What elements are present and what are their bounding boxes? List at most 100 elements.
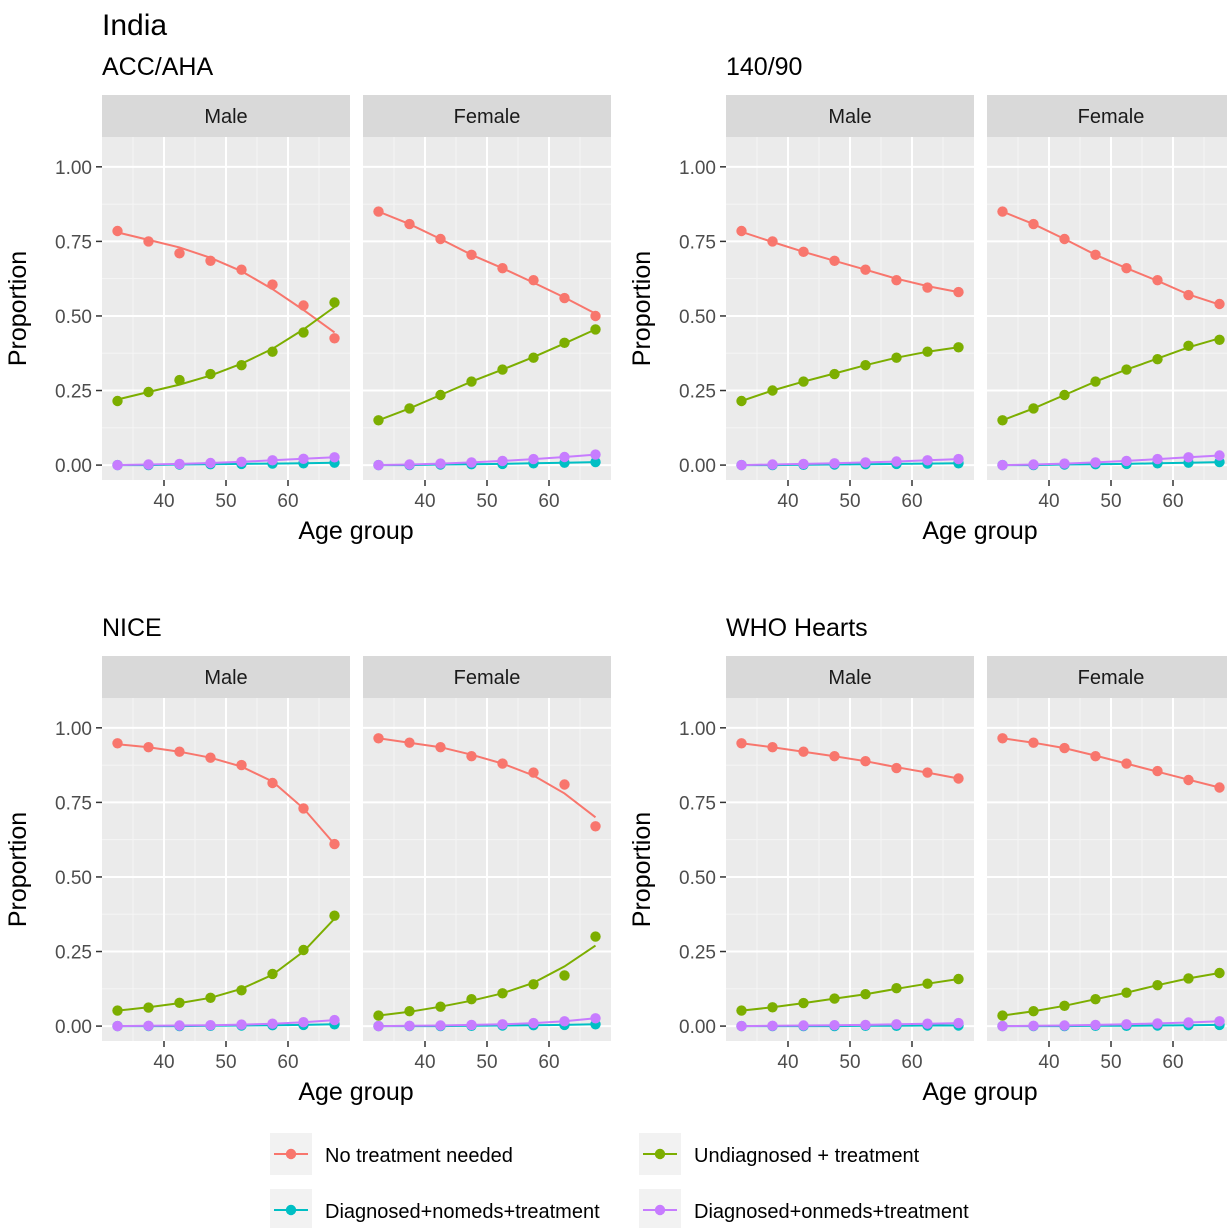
y-axis-label: Proportion xyxy=(4,251,32,366)
data-point xyxy=(590,821,601,832)
y-tick-label: 0.25 xyxy=(55,382,92,403)
data-point xyxy=(891,456,902,467)
x-tick-label: 60 xyxy=(1162,1052,1183,1073)
data-point xyxy=(466,249,477,260)
series-line xyxy=(378,737,597,819)
y-tick-label: 0.25 xyxy=(679,943,716,964)
data-point xyxy=(767,1002,778,1013)
data-point xyxy=(143,742,154,753)
facet-strip xyxy=(987,656,1227,698)
x-tick-label: 40 xyxy=(414,1052,435,1073)
data-point xyxy=(1090,376,1101,387)
facet-strip xyxy=(726,95,974,137)
data-point xyxy=(205,255,216,266)
y-axis-label: Proportion xyxy=(628,812,656,927)
legend-item: Diagnosed+onmeds+treatment xyxy=(639,1189,969,1228)
data-point xyxy=(798,997,809,1009)
y-tick-label: 0.25 xyxy=(679,382,716,403)
data-point xyxy=(736,459,747,471)
data-point xyxy=(767,236,778,247)
data-point xyxy=(1214,450,1225,461)
data-point xyxy=(1028,1006,1039,1017)
y-axis-label: Proportion xyxy=(628,251,656,366)
data-point xyxy=(1028,1020,1039,1031)
series-diagnosed-onmeds-treatment xyxy=(736,1017,964,1032)
legend-key-point xyxy=(654,1204,666,1216)
facet-strip xyxy=(102,656,350,698)
data-point xyxy=(528,352,539,363)
data-point xyxy=(997,1020,1008,1032)
data-point xyxy=(953,453,964,465)
series-line xyxy=(741,978,959,1012)
x-tick-label: 40 xyxy=(777,491,798,512)
series-no-treatment-needed xyxy=(997,206,1225,310)
data-point xyxy=(1183,289,1194,301)
data-point xyxy=(329,838,340,850)
x-tick-label: 50 xyxy=(476,491,497,512)
data-point xyxy=(112,459,123,471)
data-point xyxy=(559,779,570,790)
data-point xyxy=(860,457,871,468)
data-point xyxy=(736,225,747,237)
data-point xyxy=(1214,334,1225,345)
data-point xyxy=(497,758,508,769)
data-point xyxy=(891,983,902,994)
legend-key-point xyxy=(654,1148,666,1160)
x-tick-label: 50 xyxy=(215,491,236,512)
data-point xyxy=(798,458,809,470)
x-tick-label: 60 xyxy=(538,1052,559,1073)
data-point xyxy=(112,225,123,237)
data-point xyxy=(590,310,601,322)
data-point xyxy=(497,1019,508,1030)
data-point xyxy=(404,459,415,470)
data-point xyxy=(1121,263,1132,274)
data-point xyxy=(143,459,154,470)
chart-panels: ACC/AHA Proportion Age group Male 0.00 0.25 0.… xyxy=(4,53,1227,1106)
data-point xyxy=(798,246,809,257)
data-point xyxy=(1028,218,1039,230)
x-axis-label: Age group xyxy=(922,1078,1037,1106)
data-point xyxy=(1152,275,1163,286)
data-point xyxy=(329,910,340,921)
data-point xyxy=(1183,452,1194,463)
data-point xyxy=(373,459,384,471)
x-tick-label: 60 xyxy=(538,491,559,512)
data-point xyxy=(174,1020,185,1031)
data-point xyxy=(1214,298,1225,310)
series-diagnosed-onmeds-treatment xyxy=(736,453,964,471)
data-point xyxy=(298,1017,309,1028)
x-tick-label: 40 xyxy=(153,491,174,512)
data-point xyxy=(590,324,601,335)
data-point xyxy=(1028,403,1039,414)
y-tick-label: 0.50 xyxy=(55,307,92,328)
legend-label: Undiagnosed + treatment xyxy=(694,1145,920,1167)
data-point xyxy=(829,368,840,380)
data-point xyxy=(373,1020,384,1032)
data-point xyxy=(143,236,154,247)
data-point xyxy=(205,457,216,469)
data-point xyxy=(267,346,278,357)
data-point xyxy=(953,286,964,298)
y-tick-label: 1.00 xyxy=(679,719,716,740)
data-point xyxy=(298,327,309,338)
data-point xyxy=(860,360,871,371)
data-point xyxy=(143,1020,154,1031)
x-tick-label: 50 xyxy=(476,1052,497,1073)
legend: No treatment needed Undiagnosed + treatme… xyxy=(270,1133,969,1228)
data-point xyxy=(329,1014,340,1026)
series-undiagnosed-treatment xyxy=(373,324,601,426)
data-point xyxy=(497,988,508,999)
data-point xyxy=(1028,737,1039,748)
data-point xyxy=(1059,742,1070,754)
x-axis-label: Age group xyxy=(922,517,1037,545)
data-point xyxy=(329,452,340,463)
panel-title: ACC/AHA xyxy=(102,53,213,81)
legend-key-point xyxy=(285,1148,297,1160)
data-point xyxy=(590,931,601,942)
data-point xyxy=(404,737,415,748)
data-point xyxy=(798,1020,809,1031)
figure-title: India xyxy=(102,9,167,42)
series-diagnosed-onmeds-treatment xyxy=(112,1014,340,1032)
facet-strip-label: Female xyxy=(1078,667,1145,689)
data-point xyxy=(143,1002,154,1013)
